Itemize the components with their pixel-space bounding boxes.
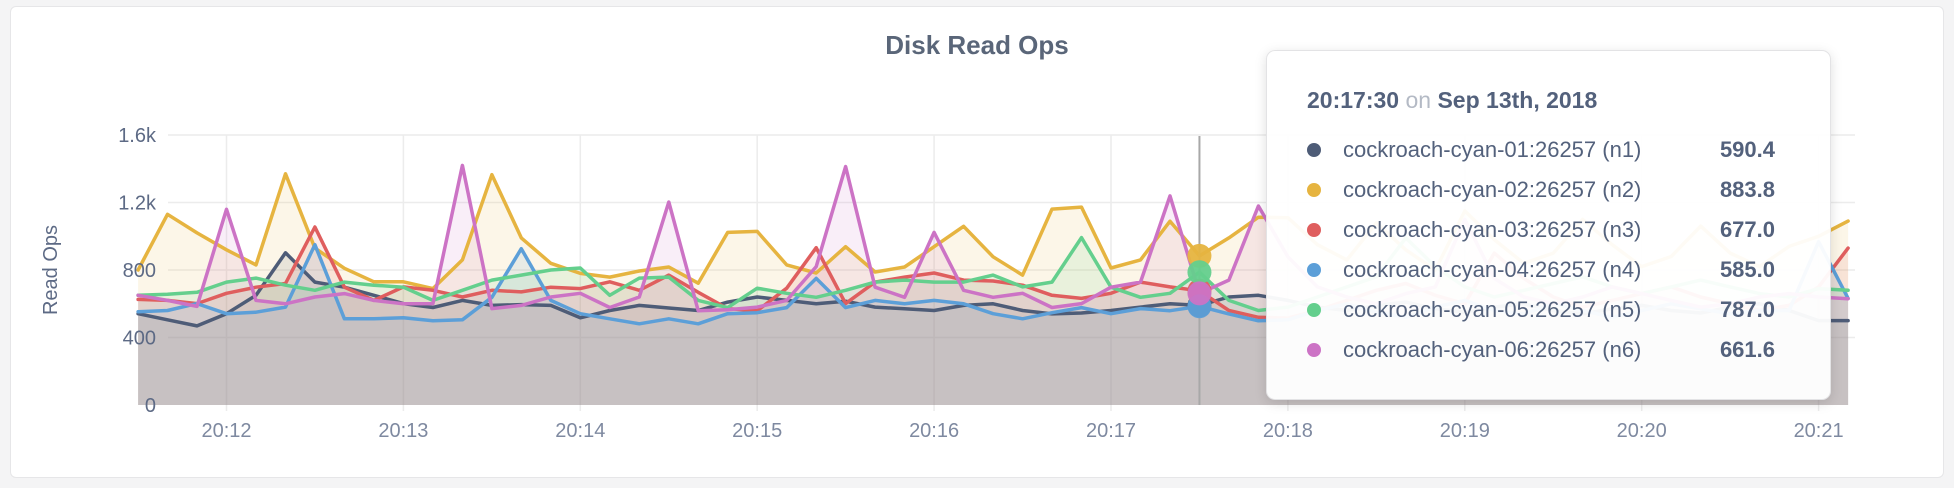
series-value: 590.4 <box>1719 137 1775 162</box>
series-color-dot-icon <box>1307 223 1321 237</box>
series-name: cockroach-cyan-05:26257 (n5) <box>1343 297 1642 322</box>
tooltip-row: cockroach-cyan-02:26257 (n2) 883.8 <box>1307 170 1775 210</box>
x-tick-label: 20:13 <box>378 420 428 442</box>
tooltip-series-list: cockroach-cyan-01:26257 (n1) 590.4 cockroa… <box>1307 130 1775 370</box>
series-value: 883.8 <box>1719 177 1775 202</box>
x-tick-label: 20:19 <box>1440 420 1490 442</box>
y-tick-label: 0 <box>145 395 156 417</box>
tooltip-row: cockroach-cyan-04:26257 (n4) 585.0 <box>1307 250 1775 290</box>
hover-dot-n5 <box>1187 260 1212 285</box>
series-color-dot-icon <box>1307 183 1321 197</box>
x-tick-label: 20:21 <box>1794 420 1844 442</box>
x-tick-label: 20:18 <box>1263 420 1313 442</box>
series-color-dot-icon <box>1307 263 1321 277</box>
series-value: 661.6 <box>1719 337 1775 362</box>
axis-labels: 0 400 800 1.2k 1.6k 20:12 20:13 20:14 20:15 20:16… <box>40 125 1844 442</box>
series-value: 677.0 <box>1719 217 1775 242</box>
x-tick-label: 20:14 <box>555 420 605 442</box>
y-tick-label: 1.6k <box>118 125 157 147</box>
series-value: 585.0 <box>1719 257 1775 282</box>
series-name: cockroach-cyan-06:26257 (n6) <box>1343 337 1642 362</box>
tooltip-date: Sep 13th, 2018 <box>1437 87 1598 113</box>
tooltip-row: cockroach-cyan-03:26257 (n3) 677.0 <box>1307 210 1775 250</box>
y-axis-title: Read Ops <box>40 225 62 315</box>
series-name: cockroach-cyan-04:26257 (n4) <box>1343 257 1642 282</box>
y-tick-label: 800 <box>123 260 156 282</box>
y-tick-label: 1.2k <box>118 193 157 215</box>
series-color-dot-icon <box>1307 343 1321 357</box>
tooltip-on-text: on <box>1405 87 1432 113</box>
x-tick-label: 20:17 <box>1086 420 1136 442</box>
series-name: cockroach-cyan-02:26257 (n2) <box>1343 177 1642 202</box>
series-name: cockroach-cyan-01:26257 (n1) <box>1343 137 1642 162</box>
tooltip-row: cockroach-cyan-05:26257 (n5) 787.0 <box>1307 290 1775 330</box>
tooltip-row: cockroach-cyan-06:26257 (n6) 661.6 <box>1307 330 1775 370</box>
series-value: 787.0 <box>1719 297 1775 322</box>
x-tick-label: 20:12 <box>201 420 251 442</box>
chart-title: Disk Read Ops <box>885 30 1069 60</box>
hover-tooltip: 20:17:30 on Sep 13th, 2018 cockroach-cya… <box>1266 50 1831 400</box>
x-tick-label: 20:15 <box>732 420 782 442</box>
y-tick-label: 400 <box>123 328 156 350</box>
series-name: cockroach-cyan-03:26257 (n3) <box>1343 217 1642 242</box>
tooltip-header: 20:17:30 on Sep 13th, 2018 <box>1307 87 1775 114</box>
series-color-dot-icon <box>1307 143 1321 157</box>
series-color-dot-icon <box>1307 303 1321 317</box>
x-tick-label: 20:20 <box>1617 420 1667 442</box>
tooltip-row: cockroach-cyan-01:26257 (n1) 590.4 <box>1307 130 1775 170</box>
hover-dots <box>1187 243 1212 319</box>
tooltip-time: 20:17:30 <box>1307 87 1400 113</box>
x-tick-label: 20:16 <box>909 420 959 442</box>
hover-dot-n6 <box>1187 281 1212 306</box>
